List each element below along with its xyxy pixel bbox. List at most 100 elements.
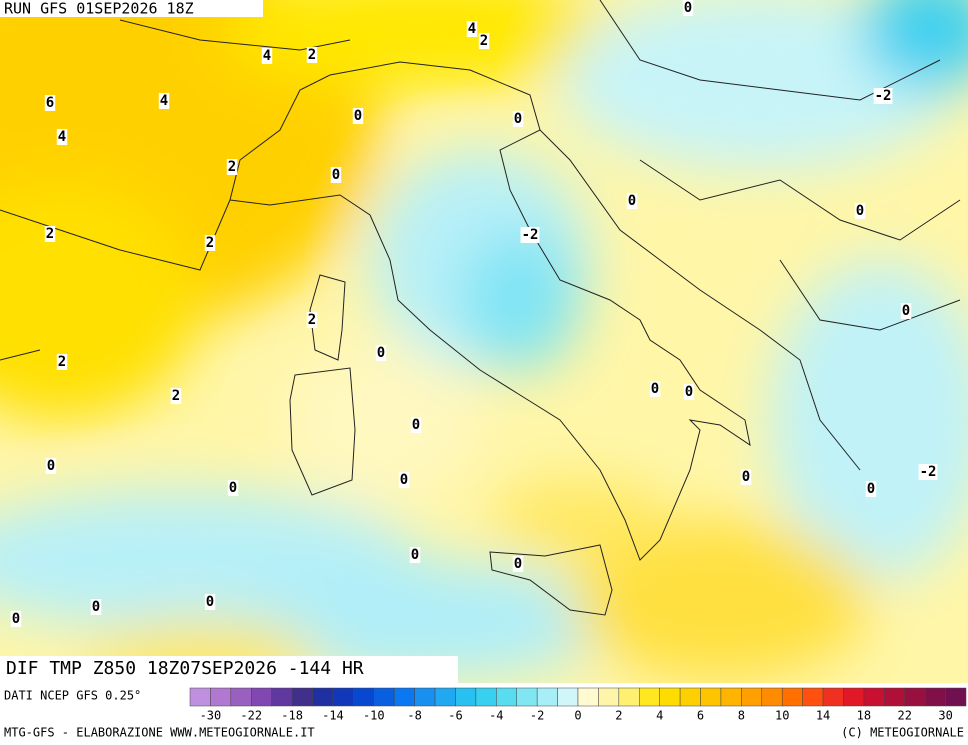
contour-label-bg [158, 93, 170, 109]
contour-label: -2 [522, 227, 539, 243]
contour-label: 0 [856, 203, 864, 219]
contour-label-bg [865, 481, 877, 497]
contour-label-bg [330, 167, 342, 183]
contour-label-bg [512, 111, 524, 127]
contour-label-bg [918, 464, 938, 480]
colorbar-label: 30 [938, 709, 952, 723]
contour-label-bg [375, 345, 387, 361]
contour-label-bg [56, 354, 68, 370]
contour-label-bg [56, 129, 68, 145]
contour-label: 0 [514, 556, 522, 572]
contour-label-bg [261, 48, 273, 64]
contour-label: 0 [12, 611, 20, 627]
contour-label: 6 [46, 95, 54, 111]
contour-label-bg [352, 108, 364, 124]
contour-label-bg [466, 21, 478, 37]
contour-label-bg [512, 556, 524, 572]
contour-label: 2 [58, 354, 66, 370]
colorbar-label: -4 [489, 709, 503, 723]
colorbar-label: -18 [281, 709, 303, 723]
contour-label-bg [682, 0, 694, 16]
colorbar-swatch [945, 687, 967, 707]
colorbar-swatch [251, 687, 272, 707]
colorbar-label: 10 [775, 709, 789, 723]
contour-label-bg [170, 388, 182, 404]
colorbar-swatch [843, 687, 865, 707]
contour-label-bg [227, 480, 239, 496]
colorbar-label: -6 [448, 709, 462, 723]
contour-label-bg [398, 472, 410, 488]
contour-label-bg [409, 547, 421, 563]
colorbar-swatch [496, 687, 517, 707]
contour-label-bg [44, 95, 56, 111]
contour-label-bg [306, 312, 318, 328]
contour-label: 0 [47, 458, 55, 474]
contour-label: 0 [377, 345, 385, 361]
colorbar-swatch [822, 687, 844, 707]
contour-label: 0 [332, 167, 340, 183]
colorbar-swatch [720, 687, 742, 707]
contour-label-bg [854, 203, 866, 219]
colorbar-label: 0 [574, 709, 581, 723]
contour-label: -2 [920, 464, 937, 480]
contour-label: 0 [411, 547, 419, 563]
contour-label-bg [10, 611, 22, 627]
colorbar-swatch [802, 687, 824, 707]
contour-label: 0 [514, 111, 522, 127]
contour-label-bg [873, 88, 893, 104]
colorbar-swatch [516, 687, 538, 707]
colorbar-swatch [475, 687, 497, 707]
colorbar-swatch [536, 687, 558, 707]
colorbar-label: 14 [816, 709, 830, 723]
colorbar-swatch [761, 687, 783, 707]
colorbar-swatch [210, 687, 232, 707]
colorbar-label: 18 [857, 709, 871, 723]
contour-label: 2 [480, 33, 488, 49]
contour-label-bg [45, 458, 57, 474]
contour-label: 0 [400, 472, 408, 488]
contour-label: 4 [263, 48, 271, 64]
colorbar-swatch [659, 687, 681, 707]
contour-label-bg [44, 226, 56, 242]
colorbar-label: -30 [200, 709, 222, 723]
colorbar-label: 2 [615, 709, 622, 723]
header-run: RUN GFS 01SEP2026 18Z [4, 0, 194, 18]
contour-label: 0 [685, 384, 693, 400]
colorbar-swatch [639, 687, 660, 707]
contour-label: 0 [628, 193, 636, 209]
contour-label: 0 [684, 0, 692, 16]
credit: MTG-GFS - ELABORAZIONE WWW.METEOGIORNALE… [4, 726, 315, 740]
contour-label: 0 [206, 594, 214, 610]
contour-label: 2 [46, 226, 54, 242]
contour-label: 2 [228, 159, 236, 175]
contour-label: 0 [412, 417, 420, 433]
contour-label: 2 [308, 312, 316, 328]
contour-label-bg [683, 384, 695, 400]
contour-label: 2 [308, 47, 316, 63]
colorbar-label: 6 [697, 709, 704, 723]
contour-label-bg [204, 235, 216, 251]
contour-label-bg [900, 303, 912, 319]
colorbar-swatch [393, 687, 415, 707]
colorbar-swatch [291, 687, 313, 707]
colorbar-swatch [618, 687, 640, 707]
colorbar-swatch [312, 687, 334, 707]
header-box [0, 0, 263, 17]
contour-label: 4 [58, 129, 66, 145]
colorbar-swatch [434, 687, 456, 707]
contour-label: -2 [875, 88, 892, 104]
colorbar-swatch [414, 687, 436, 707]
contour-label-bg [626, 193, 638, 209]
contour-label-bg [204, 594, 216, 610]
colorbar-label: -10 [363, 709, 385, 723]
contour-label: 0 [354, 108, 362, 124]
colorbar-swatch [781, 687, 803, 707]
colorbar-swatch [230, 687, 252, 707]
contour-label: 0 [92, 599, 100, 615]
map-title: DIF TMP Z850 18Z07SEP2026 -144 HR [6, 658, 364, 679]
colorbar-label: -22 [240, 709, 262, 723]
contour-label: 4 [160, 93, 168, 109]
colorbar-label: 8 [738, 709, 745, 723]
contour-label-bg [226, 159, 238, 175]
